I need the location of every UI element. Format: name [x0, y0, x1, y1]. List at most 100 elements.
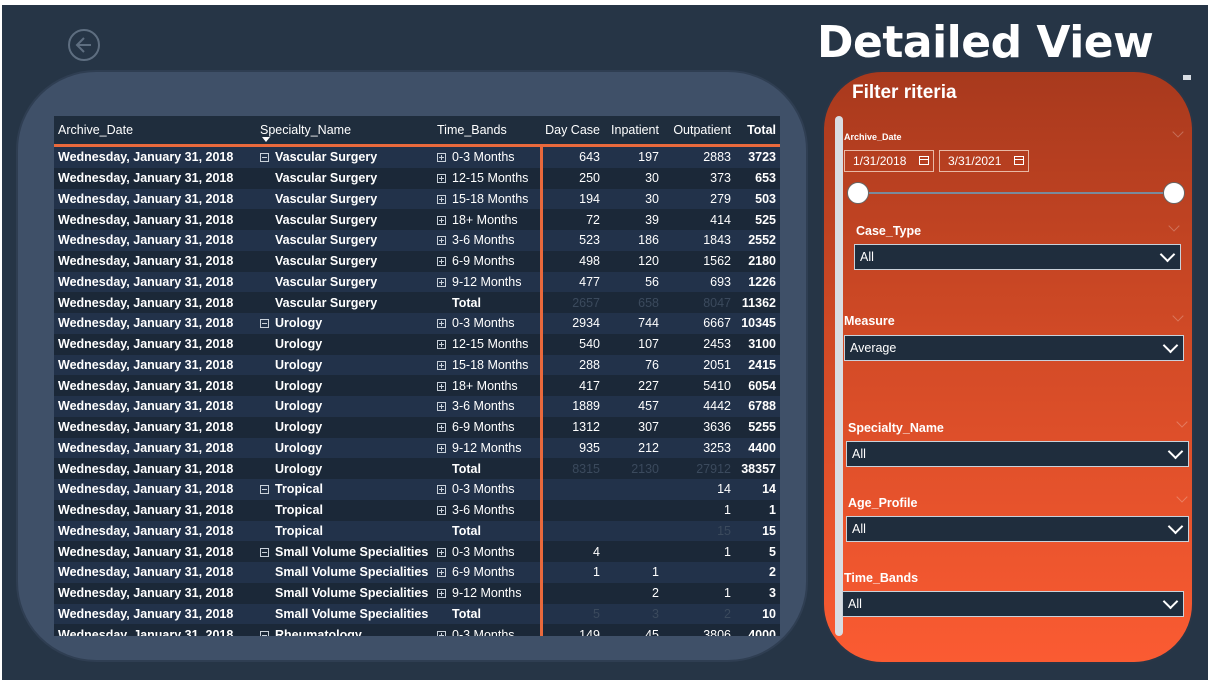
specialty-cell-text: Urology [275, 316, 323, 331]
expand-icon[interactable] [437, 485, 446, 495]
collapse-icon[interactable] [260, 153, 269, 163]
matrix-table-container[interactable]: Archive_Date Specialty_Name Time_Bands D… [54, 116, 780, 636]
table-row[interactable]: Wednesday, January 31, 2018 Urology 18+ Mo… [54, 375, 780, 396]
end-date-input[interactable]: 3/31/2021 [939, 150, 1029, 172]
column-header-total[interactable]: Total [735, 116, 780, 147]
table-row[interactable]: Wednesday, January 31, 2018 Vascular Surg… [54, 167, 780, 189]
table-row[interactable]: Wednesday, January 31, 2018 Urology 12-15 … [54, 333, 780, 355]
table-row[interactable]: Wednesday, January 31, 2018 Vascular Surg… [54, 209, 780, 230]
table-row[interactable]: Wednesday, January 31, 2018 Vascular Surg… [54, 271, 780, 293]
column-header-archive-date[interactable]: Archive_Date [54, 116, 256, 147]
expand-icon[interactable] [437, 215, 446, 225]
time-band-cell: 3-6 Months [433, 499, 543, 521]
table-row[interactable]: Wednesday, January 31, 2018 Tropical 0-3 M… [54, 479, 780, 500]
expand-icon[interactable] [437, 589, 446, 599]
expand-icon[interactable] [437, 381, 446, 391]
date-range-end-handle[interactable] [1163, 182, 1185, 204]
specialty-cell-text: Urology [275, 337, 323, 352]
time-band-cell: 0-3 Months [433, 479, 543, 500]
day-case-cell-text: 1 [593, 565, 600, 580]
expand-icon[interactable] [437, 194, 446, 204]
column-header-specialty-name[interactable]: Specialty_Name [256, 116, 433, 147]
time-band-cell-text: 12-15 Months [452, 171, 529, 186]
expand-icon[interactable] [437, 319, 446, 329]
specialty-name-dropdown[interactable]: All [846, 441, 1189, 467]
expand-icon[interactable] [437, 257, 446, 267]
expand-icon[interactable] [437, 630, 446, 636]
expand-icon[interactable] [437, 443, 446, 453]
expand-icon[interactable] [437, 153, 446, 163]
column-header-day-case[interactable]: Day Case [541, 116, 604, 147]
archive-date-cell: Wednesday, January 31, 2018 [54, 603, 256, 625]
table-row[interactable]: Wednesday, January 31, 2018 Vascular Surg… [54, 230, 780, 251]
inpatient-cell: 1 [604, 562, 663, 583]
outpatient-cell: 3636 [663, 416, 735, 438]
table-row[interactable]: Wednesday, January 31, 2018 Tropical 3-6 M… [54, 499, 780, 521]
table-row[interactable]: Wednesday, January 31, 2018 Small Volume … [54, 582, 780, 604]
time-bands-dropdown[interactable]: All [842, 591, 1184, 617]
day-case-cell: 194 [541, 188, 604, 210]
day-case-cell: 250 [541, 167, 604, 189]
table-row[interactable]: Wednesday, January 31, 2018 Urology 0-3 Mo… [54, 313, 780, 334]
table-row[interactable]: Wednesday, January 31, 2018 Small Volume … [54, 562, 780, 583]
expand-icon[interactable] [437, 236, 446, 246]
case-type-dropdown[interactable]: All [854, 244, 1181, 270]
date-range-slider-track[interactable] [858, 192, 1174, 194]
expand-icon[interactable] [437, 360, 446, 370]
expand-icon[interactable] [437, 277, 446, 287]
table-row[interactable]: Wednesday, January 31, 2018 Urology 3-6 Mo… [54, 396, 780, 417]
column-header-time-bands[interactable]: Time_Bands [433, 116, 541, 147]
expand-icon[interactable] [437, 568, 446, 578]
column-header-inpatient[interactable]: Inpatient [604, 116, 663, 147]
chevron-down-icon[interactable] [1172, 310, 1184, 322]
chevron-down-icon[interactable] [1168, 220, 1180, 232]
chevron-down-icon[interactable] [1176, 416, 1188, 428]
inpatient-cell-text: 30 [645, 171, 659, 186]
back-button[interactable] [68, 29, 100, 61]
table-row[interactable]: Wednesday, January 31, 2018 Vascular Surg… [54, 250, 780, 272]
age-profile-dropdown[interactable]: All [846, 516, 1189, 542]
archive-date-cell-text: Wednesday, January 31, 2018 [58, 627, 234, 636]
table-subtotal-row[interactable]: Wednesday, January 31, 2018 Tropical Total… [54, 520, 780, 542]
table-row[interactable]: Wednesday, January 31, 2018 Small Volume … [54, 541, 780, 562]
specialty-cell-text: Small Volume Specialities [275, 565, 429, 580]
date-range-start-handle[interactable] [847, 182, 869, 204]
chevron-down-icon[interactable] [1172, 126, 1184, 138]
expand-icon[interactable] [437, 340, 446, 350]
calendar-icon[interactable] [1014, 156, 1024, 165]
table-row[interactable]: Wednesday, January 31, 2018 Vascular Surg… [54, 188, 780, 210]
start-date-input[interactable]: 1/31/2018 [844, 150, 934, 172]
collapse-icon[interactable] [260, 485, 269, 495]
chevron-down-icon[interactable] [1176, 491, 1188, 503]
measure-dropdown[interactable]: Average [844, 335, 1184, 361]
age-profile-label: Age_Profile [848, 496, 918, 510]
filter-panel-scrollbar[interactable] [835, 116, 843, 636]
table-row[interactable]: Wednesday, January 31, 2018 Urology 15-18 … [54, 354, 780, 376]
minimize-icon[interactable] [1183, 75, 1191, 80]
table-row[interactable]: Wednesday, January 31, 2018 Vascular Surg… [54, 145, 780, 168]
expand-icon[interactable] [437, 506, 446, 516]
specialty-cell: Vascular Surgery [256, 292, 433, 313]
table-row[interactable]: Wednesday, January 31, 2018 Rheumatology 0… [54, 624, 780, 636]
column-header-outpatient[interactable]: Outpatient [663, 116, 735, 147]
chevron-down-icon [1167, 443, 1184, 460]
calendar-icon[interactable] [919, 156, 929, 165]
day-case-cell-text: 250 [579, 171, 600, 186]
collapse-icon[interactable] [260, 630, 269, 636]
total-cell: 525 [735, 209, 780, 230]
expand-icon[interactable] [437, 174, 446, 184]
expand-icon[interactable] [437, 402, 446, 412]
time-band-cell: 15-18 Months [433, 188, 543, 210]
collapse-icon[interactable] [260, 319, 269, 329]
table-row[interactable]: Wednesday, January 31, 2018 Urology 6-9 Mo… [54, 416, 780, 438]
specialty-cell: Vascular Surgery [256, 271, 433, 293]
table-subtotal-row[interactable]: Wednesday, January 31, 2018 Small Volume … [54, 603, 780, 625]
collapse-icon[interactable] [260, 547, 269, 557]
day-case-cell-text: 643 [579, 150, 600, 165]
table-row[interactable]: Wednesday, January 31, 2018 Urology 9-12 M… [54, 437, 780, 459]
expand-icon[interactable] [437, 423, 446, 433]
day-case-cell-text: 149 [579, 627, 600, 636]
table-subtotal-row[interactable]: Wednesday, January 31, 2018 Vascular Surg… [54, 292, 780, 313]
table-subtotal-row[interactable]: Wednesday, January 31, 2018 Urology Total 8… [54, 458, 780, 479]
expand-icon[interactable] [437, 547, 446, 557]
